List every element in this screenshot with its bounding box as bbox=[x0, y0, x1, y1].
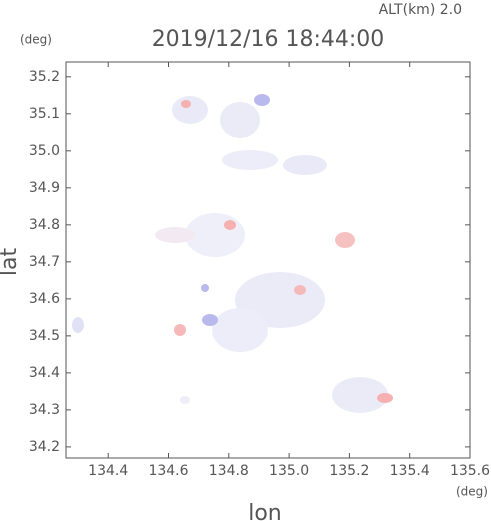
y-tick-label: 34.5 bbox=[29, 328, 60, 344]
x-axis-label: lon bbox=[248, 501, 282, 521]
y-tick-label: 35.0 bbox=[29, 143, 60, 159]
x-tick-label: 135.0 bbox=[269, 463, 309, 479]
y-tick-label: 34.3 bbox=[29, 402, 60, 418]
x-tick-label: 135.6 bbox=[450, 463, 490, 479]
y-unit: (deg) bbox=[20, 33, 52, 47]
y-tick-label: 35.1 bbox=[29, 106, 60, 122]
x-tick-label: 134.8 bbox=[209, 463, 249, 479]
y-tick-label: 34.2 bbox=[29, 439, 60, 455]
x-tick-label: 134.4 bbox=[88, 463, 128, 479]
y-tick-label: 34.4 bbox=[29, 365, 60, 381]
chart-title: 2019/12/16 18:44:00 bbox=[152, 27, 385, 52]
y-tick-label: 34.7 bbox=[29, 254, 60, 270]
x-tick-label: 134.6 bbox=[148, 463, 188, 479]
y-tick-label: 35.2 bbox=[29, 69, 60, 85]
altitude-label: ALT(km) 2.0 bbox=[379, 2, 462, 18]
radar-echoes bbox=[72, 94, 393, 413]
y-tick-label: 34.9 bbox=[29, 180, 60, 196]
x-tick-label: 135.4 bbox=[390, 463, 430, 479]
x-tick-label: 135.2 bbox=[329, 463, 369, 479]
y-tick-label: 34.6 bbox=[29, 291, 60, 307]
x-unit: (deg) bbox=[456, 485, 488, 499]
y-tick-label: 34.8 bbox=[29, 217, 60, 233]
y-axis-label: lat bbox=[0, 248, 22, 277]
plot-frame bbox=[65, 61, 471, 459]
